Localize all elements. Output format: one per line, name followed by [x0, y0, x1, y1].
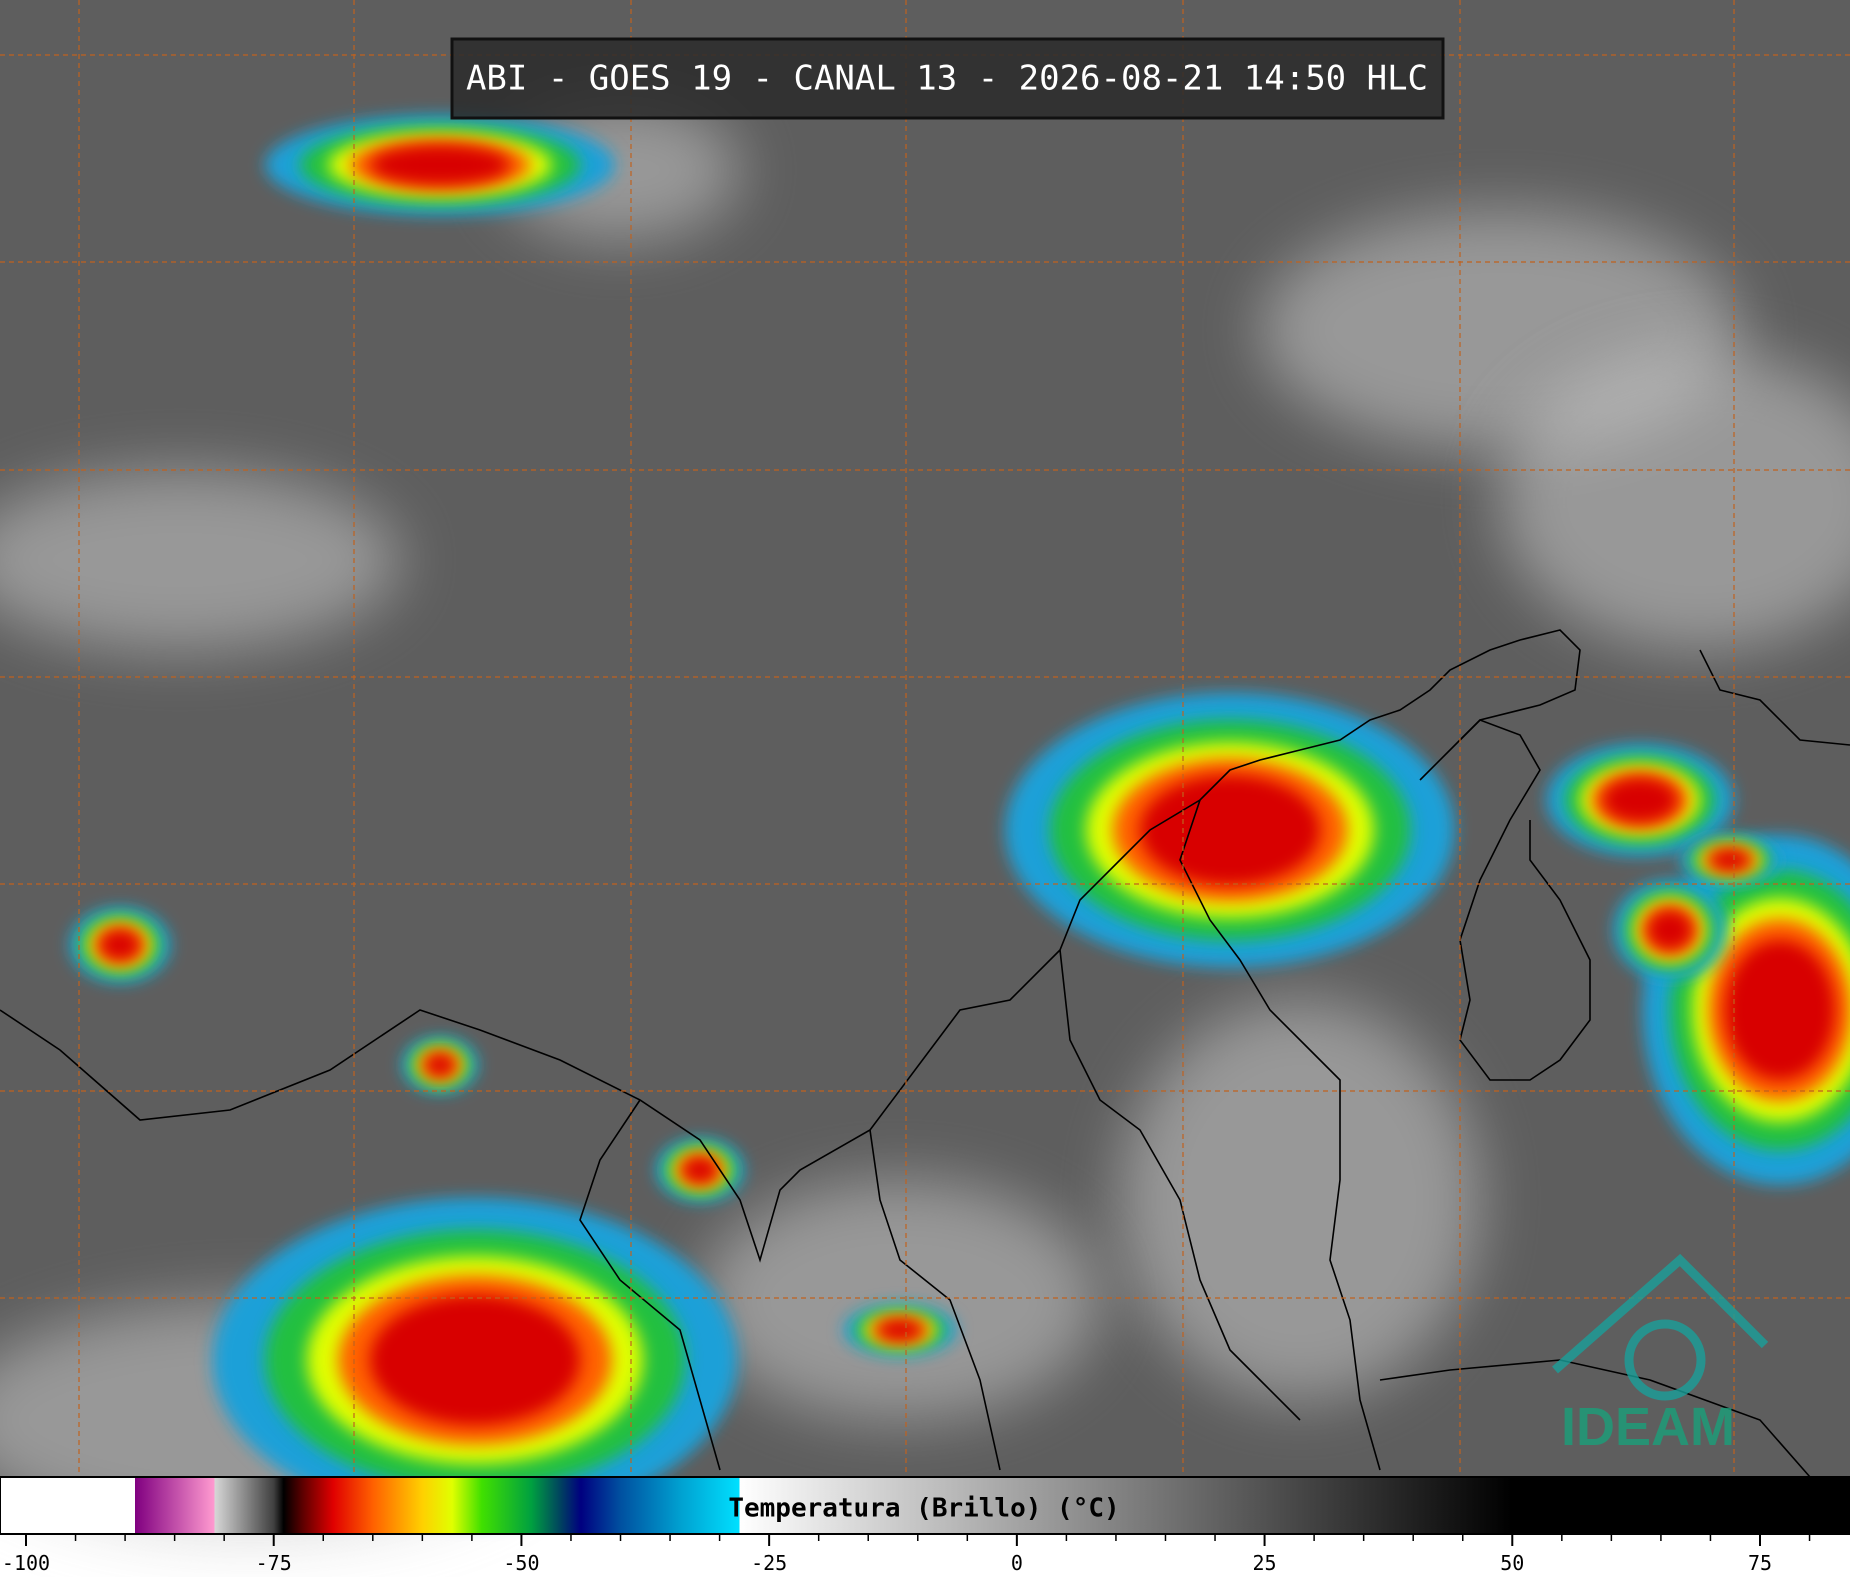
colorbar-axis: -100 -75 -50 -25 0 25 50 75 — [2, 1534, 1811, 1575]
title: ABI - GOES 19 - CANAL 13 - 2026-08-21 14… — [466, 59, 1428, 99]
tick-label: 0 — [1011, 1551, 1023, 1575]
cloud — [1120, 1000, 1480, 1400]
cloud — [700, 1180, 1100, 1420]
storm-cell — [1710, 850, 1750, 870]
tick-label: 50 — [1500, 1551, 1524, 1575]
tick-label: -50 — [503, 1551, 539, 1575]
title-box — [450, 37, 1445, 120]
storm-cell — [370, 145, 510, 185]
storm-cell — [1602, 777, 1678, 823]
storm-cell — [1725, 940, 1835, 1080]
logo-roof — [1552, 1253, 1769, 1374]
cloud — [0, 470, 400, 650]
colorbar — [0, 1476, 1850, 1535]
tick-label: -75 — [256, 1551, 292, 1575]
storm-cell — [1647, 910, 1693, 950]
cloud-layer — [0, 100, 1850, 1540]
tick-label: 25 — [1253, 1551, 1277, 1575]
storm-cell — [682, 1157, 718, 1183]
storm-cell — [1140, 775, 1320, 885]
tick-label: -100 — [2, 1551, 50, 1575]
lat-lon-grid — [0, 0, 1850, 1477]
storm-cell — [877, 1320, 923, 1340]
logo-text: IDEAM — [1561, 1397, 1735, 1457]
storm-cell — [100, 930, 140, 960]
colorbar-label: Temperatura (Brillo) (°C) — [728, 1494, 1119, 1524]
logo: IDEAM — [1552, 1253, 1769, 1457]
tick-label: 75 — [1748, 1551, 1772, 1575]
logo-swirl — [1624, 1319, 1706, 1401]
coastlines — [0, 629, 1850, 1478]
storm-cell — [425, 1054, 455, 1076]
cloud — [1500, 350, 1850, 650]
tick-label: -25 — [751, 1551, 787, 1575]
storm-cell — [370, 1295, 580, 1425]
